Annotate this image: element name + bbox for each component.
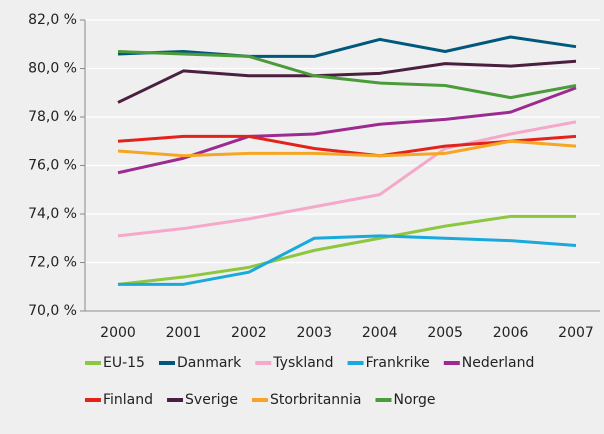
x-tick-label: 2006 — [493, 325, 529, 341]
y-tick-label: 82,0 % — [28, 12, 77, 28]
x-tick-label: 2003 — [296, 325, 332, 341]
legend-label: Sverige — [185, 392, 238, 408]
y-tick-label: 72,0 % — [28, 255, 77, 271]
legend-label: EU-15 — [103, 355, 145, 371]
legend-label: Nederland — [462, 355, 535, 371]
y-tick-label: 78,0 % — [28, 109, 77, 125]
series-line — [117, 134, 577, 158]
y-tick-label: 74,0 % — [28, 206, 77, 222]
x-tick-label: 2001 — [166, 325, 202, 341]
series-line — [117, 35, 577, 58]
series-line — [117, 120, 577, 238]
series-line — [117, 86, 577, 175]
y-tick-label: 80,0 % — [28, 61, 77, 77]
x-tick-label: 2002 — [231, 325, 267, 341]
x-tick-label: 2004 — [362, 325, 398, 341]
y-tick-label: 70,0 % — [28, 303, 77, 319]
legend-label: Tyskland — [272, 355, 333, 371]
y-tick-label: 76,0 % — [28, 158, 77, 174]
legend-label: Finland — [103, 392, 153, 408]
series-line — [117, 50, 577, 100]
x-tick-label: 2007 — [558, 325, 594, 341]
x-tick-label: 2005 — [427, 325, 463, 341]
series-line — [118, 234, 577, 286]
series-line — [117, 59, 577, 104]
legend-label: Storbritannia — [270, 392, 362, 408]
legend-label: Norge — [393, 392, 435, 408]
legend-label: Frankrike — [366, 355, 430, 371]
legend-label: Danmark — [177, 355, 242, 371]
x-tick-label: 2000 — [100, 325, 136, 341]
series-line — [117, 139, 577, 158]
series-line — [117, 214, 576, 286]
